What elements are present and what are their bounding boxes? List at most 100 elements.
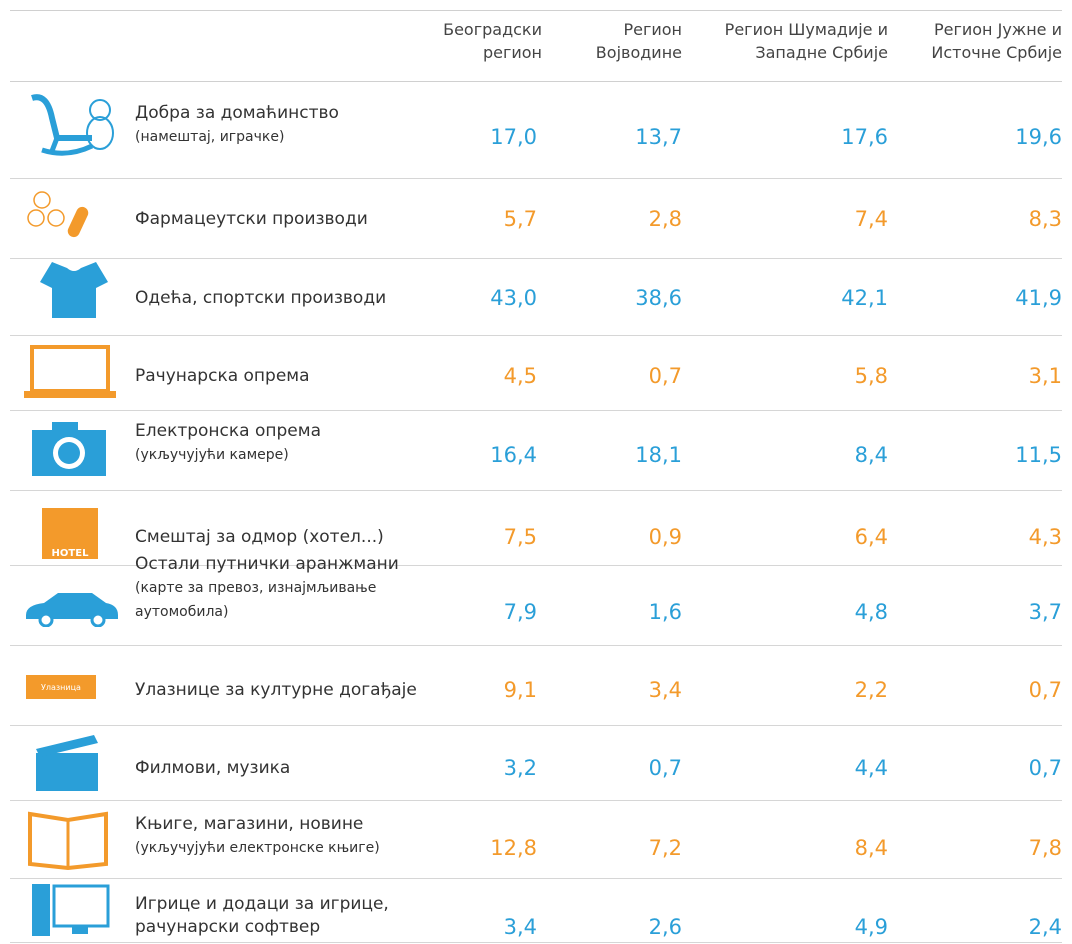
table-row: Остали путнички аранжмани (карте за прев… — [10, 554, 1062, 646]
label-note: (карте за превоз, изнајмљивање аутомобил… — [135, 580, 377, 620]
icon-shape — [58, 442, 80, 464]
table-row: Филмови, музика 3,2 0,7 4,4 0,7 — [10, 725, 1062, 801]
icon-text: HOTEL — [52, 548, 90, 559]
icon-shape — [41, 143, 94, 156]
cell-value: 4,4 — [854, 756, 888, 780]
icon-shape — [36, 753, 98, 791]
icon-shape — [42, 508, 98, 548]
cell-value: 7,9 — [503, 600, 537, 624]
table-row: Књиге, магазини, новине (укључујући елект… — [10, 800, 1062, 879]
icon-shape — [27, 191, 89, 238]
cell-value: 7,4 — [854, 207, 888, 231]
icon-shape — [30, 345, 110, 393]
cell-value: 5,8 — [854, 364, 888, 388]
column-header: Регион Јужне и Источне Србије — [931, 20, 1062, 62]
cell-value: 7,8 — [1028, 836, 1062, 860]
row-label: Одећа, спортски производи — [135, 287, 435, 310]
table-row: Добра за домаћинство (намештај, играчке) 1… — [10, 82, 1062, 179]
label-text: Фармацеутски производи — [135, 209, 368, 229]
cell-value: 4,8 — [854, 600, 888, 624]
icon: HOTEL — [22, 494, 122, 564]
cell-value: 7,5 — [503, 525, 537, 549]
cell-value: 6,4 — [854, 525, 888, 549]
icon-shape — [38, 612, 54, 628]
icon-shape — [27, 209, 45, 227]
column-header: Регион Војводине — [595, 20, 682, 62]
cell-value: 3,2 — [503, 756, 537, 780]
row-label: Рачунарска опрема — [135, 365, 435, 388]
cell-value: 4,3 — [1028, 525, 1062, 549]
icon-shape — [24, 391, 116, 398]
table-row: Рачунарска опрема 4,5 0,7 5,8 3,1 — [10, 335, 1062, 411]
column-header: Регион Шумадије и Западне Србије — [724, 20, 888, 62]
cell-value: 8,4 — [854, 443, 888, 467]
label-text: Улазнице за културне догађаје — [135, 680, 417, 700]
icon-shape — [47, 209, 65, 227]
cell-value: 8,4 — [854, 836, 888, 860]
cell-value: 12,8 — [490, 836, 537, 860]
table-row: Фармацеутски производи 5,7 2,8 7,4 8,3 — [10, 178, 1062, 259]
cell-value: 9,1 — [503, 678, 537, 702]
row-label: Фармацеутски производи — [135, 208, 435, 231]
cell-value: 17,0 — [490, 125, 537, 149]
icon-shape — [90, 612, 106, 628]
icon — [22, 587, 122, 631]
row-label: Електронска опрема (укључујући камере) — [135, 420, 435, 467]
table-row: Улазница Улазнице за културне догађаје 9,1… — [10, 645, 1062, 726]
cell-value: 43,0 — [490, 286, 537, 310]
icon-shape — [26, 593, 118, 628]
icon — [22, 188, 122, 242]
table-row: Одећа, спортски производи 43,0 38,6 42,1 41,… — [10, 258, 1062, 336]
icon-shape — [33, 191, 51, 209]
cell-value: 16,4 — [490, 443, 537, 467]
row-label: Игрице и додаци за игрице, рачунарски со… — [135, 893, 405, 939]
icon-shape — [52, 884, 110, 928]
label-text: Филмови, музика — [135, 758, 291, 778]
icon-shape — [32, 884, 110, 936]
row-label: Књиге, магазини, новине (укључујући елект… — [135, 813, 435, 860]
label-text: Књиге, магазини, новине — [135, 814, 364, 834]
row-label: Остали путнички аранжмани (карте за прев… — [135, 553, 445, 624]
cell-value: 13,7 — [635, 125, 682, 149]
icon-shape — [49, 137, 60, 152]
icon — [22, 88, 122, 162]
icon — [22, 880, 122, 944]
cell-value: 0,9 — [648, 525, 682, 549]
icon-shape — [26, 675, 96, 699]
icon-shape — [42, 546, 98, 559]
icon — [22, 260, 122, 324]
icon-shape — [89, 99, 111, 121]
cell-value: 11,5 — [1015, 443, 1062, 467]
icon-shape — [36, 735, 98, 757]
cell-value: 18,1 — [635, 443, 682, 467]
cell-value: 8,3 — [1028, 207, 1062, 231]
cell-value: 41,9 — [1015, 286, 1062, 310]
icon: Улазница — [22, 673, 122, 707]
icon — [22, 345, 122, 404]
cell-value: 2,4 — [1028, 915, 1062, 939]
row-label: Смештај за одмор (хотел...) — [135, 526, 435, 549]
cell-value: 3,4 — [648, 678, 682, 702]
cell-value: 2,2 — [854, 678, 888, 702]
label-text: Одећа, спортски производи — [135, 288, 387, 308]
icon-shape — [26, 593, 118, 619]
row-label: Улазнице за културне догађаје — [135, 679, 435, 702]
cell-value: 1,6 — [648, 600, 682, 624]
icon-shape — [72, 926, 88, 934]
cell-value: 3,1 — [1028, 364, 1062, 388]
cell-value: 19,6 — [1015, 125, 1062, 149]
cell-value: 17,6 — [841, 125, 888, 149]
icon-shape — [40, 262, 108, 318]
icon-shape — [36, 735, 98, 791]
table-row: HOTEL Смештај за одмор (хотел...) 7,5 0,9 6,… — [10, 490, 1062, 566]
icon-shape — [86, 116, 114, 150]
row-label: Добра за домаћинство (намештај, играчке) — [135, 102, 435, 149]
rule — [10, 10, 1062, 11]
label-text: Електронска опрема — [135, 421, 321, 441]
label-note: (намештај, играчке) — [135, 129, 285, 145]
icon — [22, 733, 122, 797]
cell-value: 3,7 — [1028, 600, 1062, 624]
label-text: Добра за домаћинство — [135, 103, 339, 123]
label-text: Рачунарска опрема — [135, 366, 310, 386]
